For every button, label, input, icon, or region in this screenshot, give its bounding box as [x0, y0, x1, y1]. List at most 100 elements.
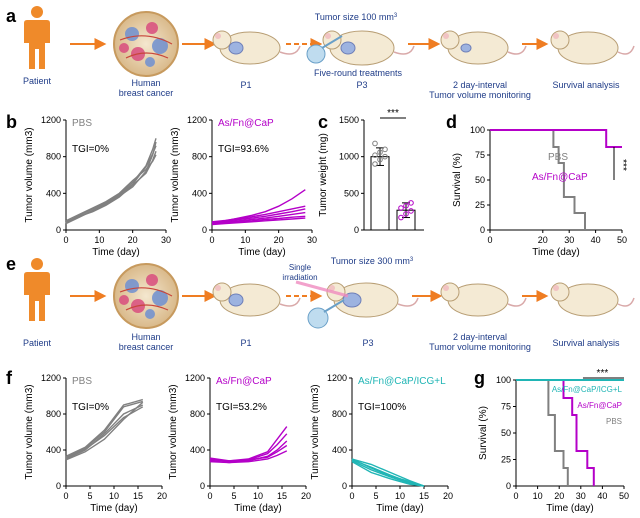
- y-tick-label: 1200: [327, 373, 347, 383]
- x-tick-label: 20: [157, 491, 167, 501]
- cancer-label-line2: breast cancer: [119, 88, 174, 98]
- data-point: [403, 203, 409, 209]
- y-tick-label: 400: [190, 445, 205, 455]
- chart-b-pbs: 0 400 800 1200 0 10 20 30 Time (day) Tumor volume…: [24, 115, 171, 258]
- x-axis-label: Time (day): [90, 503, 137, 514]
- tgi-annotation: TGI=0%: [72, 402, 109, 413]
- survival-line: [516, 379, 595, 486]
- x-tick-label: 30: [564, 235, 574, 245]
- patient-label: Patient: [23, 76, 52, 86]
- chart-title: PBS: [72, 118, 92, 129]
- x-tick-label: 50: [619, 491, 629, 501]
- chart-title: PBS: [72, 376, 92, 387]
- y-tick-label: 1500: [339, 115, 359, 125]
- x-axis-label: Time (day): [234, 503, 281, 514]
- y-axis-label: Survival (%): [452, 153, 463, 207]
- y-tick-label: 0: [56, 225, 61, 235]
- x-tick-label: 30: [161, 235, 171, 245]
- chart-b-fn: 0 400 800 1200 0 10 20 30 Time (day) Tumor volume…: [170, 115, 317, 258]
- cancer-label-line2: breast cancer: [119, 342, 174, 352]
- y-tick-label: 0: [480, 225, 485, 235]
- y-tick-label: 0: [354, 225, 359, 235]
- series-line: [65, 404, 144, 460]
- y-axis-label: Tumor volume (mm3): [170, 127, 181, 222]
- breast-cancer-tissue-icon: [113, 11, 179, 77]
- x-tick-label: 5: [373, 491, 378, 501]
- tgi-annotation: TGI=53.2%: [216, 402, 267, 413]
- tumor-size-sup-a: 3: [394, 13, 398, 19]
- y-tick-label: 0: [200, 481, 205, 491]
- y-tick-label: 1200: [187, 115, 207, 125]
- p3-label-a: P3: [356, 80, 367, 90]
- x-tick-label: 10: [94, 235, 104, 245]
- x-tick-label: 5: [87, 491, 92, 501]
- significance-stars: ***: [617, 159, 628, 171]
- x-tick-label: 20: [301, 491, 311, 501]
- y-tick-label: 400: [332, 445, 347, 455]
- x-axis-label: Time (day): [238, 247, 285, 258]
- treatment-label: Five-round treatments: [314, 68, 403, 78]
- y-tick-label: 0: [202, 225, 207, 235]
- y-tick-label: 25: [501, 455, 511, 465]
- x-tick-label: 0: [209, 235, 214, 245]
- series-line: [65, 400, 143, 458]
- series-line: [65, 406, 144, 459]
- y-tick-label: 1200: [41, 373, 61, 383]
- legend-label: As/Fn@CaP/ICG+L: [552, 385, 623, 394]
- tumor-size-text-e: Tumor size 300 mm: [331, 256, 410, 266]
- chart-g-survival: 0 25 50 75 100 0 10 20 30 40 50 Time (day) Survival …: [478, 368, 629, 514]
- y-tick-label: 0: [506, 481, 511, 491]
- x-tick-label: 20: [128, 235, 138, 245]
- series-line: [211, 215, 306, 225]
- cancer-label-line1: Human: [131, 78, 160, 88]
- y-tick-label: 0: [342, 481, 347, 491]
- y-tick-label: 50: [501, 428, 511, 438]
- monitor-label-line1-a: 2 day-interval: [453, 80, 507, 90]
- x-tick-label: 10: [253, 491, 263, 501]
- tgi-annotation: TGI=100%: [358, 402, 406, 413]
- data-point: [398, 214, 404, 221]
- y-tick-label: 800: [192, 152, 207, 162]
- y-tick-label: 800: [332, 409, 347, 419]
- y-tick-label: 100: [470, 125, 485, 135]
- legend-label: PBS: [548, 152, 568, 163]
- x-tick-label: 50: [617, 235, 627, 245]
- mouse-monitor-icon: [440, 30, 527, 65]
- x-tick-label: 15: [419, 491, 429, 501]
- x-tick-label: 40: [591, 235, 601, 245]
- y-tick-label: 1200: [185, 373, 205, 383]
- series-line: [209, 433, 288, 463]
- significance-stars: ***: [597, 368, 609, 379]
- y-tick-label: 800: [46, 409, 61, 419]
- survival-label-e: Survival analysis: [552, 338, 620, 348]
- panel-g-letter: g: [474, 368, 485, 388]
- chart-title: As/Fn@CaP/ICG+L: [358, 376, 446, 387]
- series-line: [65, 154, 157, 222]
- x-tick-label: 40: [597, 491, 607, 501]
- series-line: [65, 145, 157, 224]
- x-tick-label: 30: [576, 491, 586, 501]
- series-line: [351, 458, 425, 487]
- survival-label-a: Survival analysis: [552, 80, 620, 90]
- mouse-p3-laser-icon: [295, 280, 419, 329]
- tgi-annotation: TGI=93.6%: [218, 144, 269, 155]
- x-tick-label: 30: [307, 235, 317, 245]
- monitor-label-line2-a: Tumor volume monitoring: [429, 90, 531, 100]
- chart-c-weight: 0 500 1000 1500 Tumor weight (mg) ***: [318, 108, 424, 235]
- bar: [370, 156, 390, 231]
- patient-icon: [24, 6, 50, 69]
- panel-e-schematic: e Patient Human breast cancer P1: [6, 254, 635, 352]
- survival-line: [490, 129, 586, 230]
- x-tick-label: 0: [349, 491, 354, 501]
- series-line: [211, 217, 306, 226]
- data-point: [372, 161, 378, 167]
- tumor-size-sup-e: 3: [410, 257, 414, 263]
- y-tick-label: 400: [192, 188, 207, 198]
- x-tick-label: 15: [277, 491, 287, 501]
- series-line: [211, 205, 306, 223]
- y-tick-label: 400: [46, 188, 61, 198]
- legend-label: PBS: [606, 417, 622, 426]
- significance-stars: ***: [387, 108, 399, 119]
- x-tick-label: 15: [133, 491, 143, 501]
- panel-f-letter: f: [6, 368, 13, 388]
